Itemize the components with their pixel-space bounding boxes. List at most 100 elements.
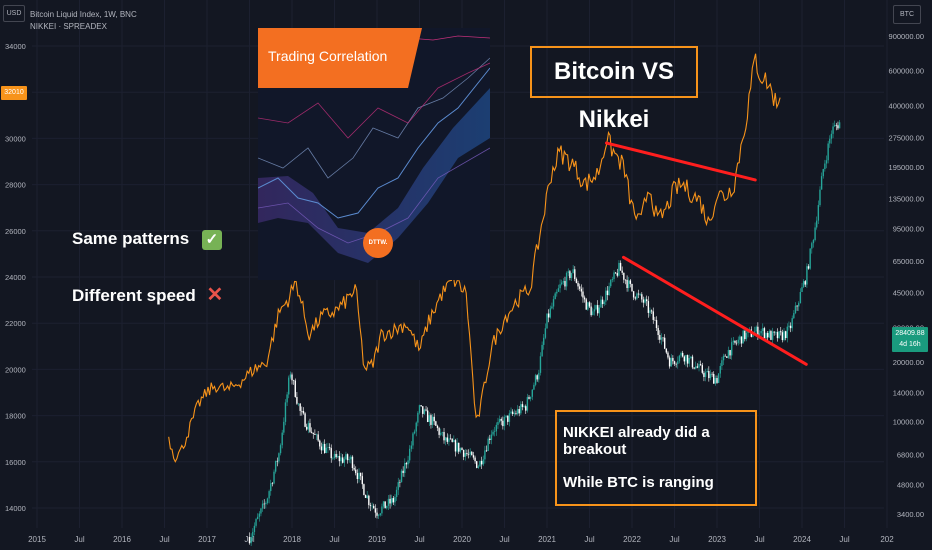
btc-candle: [255, 519, 257, 526]
btc-candle: [662, 337, 664, 339]
x-tick-label: Jul: [159, 535, 169, 544]
btc-candle: [467, 454, 470, 455]
btc-candle: [261, 503, 264, 509]
btc-candle: [302, 411, 305, 414]
btc-candle: [320, 446, 323, 451]
btc-candle: [526, 397, 529, 411]
btc-candle: [436, 425, 439, 429]
btc-candle: [323, 443, 326, 454]
overlay-line[interactable]: NIKKEI · SPREADEX: [30, 22, 107, 31]
nikkei-series: [168, 53, 781, 463]
btc-candle: [492, 431, 494, 435]
btc-candle: [518, 409, 520, 414]
right-tick-label: 6800.00: [897, 451, 924, 460]
btc-candle: [807, 266, 810, 269]
btc-candle: [556, 291, 558, 294]
btc-candle: [353, 468, 355, 470]
btc-candle: [798, 303, 800, 307]
btc-candle: [578, 286, 581, 289]
x-tick-label: Jul: [414, 535, 424, 544]
btc-candle: [714, 377, 717, 384]
btc-candle: [461, 448, 463, 450]
btc-candle: [605, 290, 607, 302]
btc-candle: [274, 460, 277, 472]
right-axis-ticks: 900000.00 600000.00 400000.00 275000.00 1950…: [889, 32, 924, 519]
btc-candle: [703, 372, 705, 377]
btc-candle: [484, 450, 486, 460]
btc-candle: [268, 491, 270, 499]
currency-button[interactable]: USD: [3, 5, 25, 22]
btc-candle: [652, 311, 654, 320]
btc-candle: [775, 332, 777, 333]
btc-candle: [266, 498, 269, 504]
btc-candle: [296, 396, 298, 404]
btc-candle: [472, 455, 475, 458]
btc-candle: [791, 318, 793, 329]
btc-candle: [549, 308, 551, 318]
x-tick-label: Jul: [584, 535, 594, 544]
btc-candle: [830, 133, 833, 139]
btc-price-value: 28409.88: [895, 330, 925, 337]
btc-candle: [498, 419, 501, 423]
symbol-line[interactable]: Bitcoin Liquid Index, 1W, BNC: [30, 10, 137, 19]
btc-candle: [358, 472, 360, 479]
left-tick-label: 18000: [5, 412, 26, 421]
btc-candle: [325, 447, 328, 454]
btc-candle: [726, 356, 728, 358]
btc-candle: [278, 453, 280, 462]
btc-candle: [265, 503, 267, 505]
btc-candle: [672, 358, 674, 362]
btc-candle: [817, 205, 820, 221]
btc-candle: [536, 375, 538, 380]
btc-candle: [516, 409, 519, 414]
btc-candle: [731, 342, 733, 356]
check-mark-icon: ✓: [201, 230, 222, 250]
btc-candle: [348, 459, 350, 461]
inset-title: Trading Correlation: [268, 48, 388, 64]
btc-candle: [351, 456, 354, 469]
btc-candle: [534, 375, 537, 385]
btc-candle: [729, 350, 731, 356]
btc-candle: [288, 377, 290, 395]
btc-candle: [260, 508, 262, 514]
right-tick-label: 3400.00: [897, 510, 924, 519]
x-tick-label: 202: [880, 535, 894, 544]
btc-candle: [583, 297, 586, 300]
btc-candle: [386, 505, 388, 509]
btc-candle: [364, 494, 367, 498]
cross-mark-icon: ✕: [206, 284, 224, 306]
btc-candle: [711, 373, 713, 375]
btc-candle: [582, 291, 584, 298]
btc-candle: [438, 428, 440, 435]
btc-candle: [503, 416, 506, 427]
btc-candle: [433, 416, 435, 422]
btc-candle: [426, 410, 429, 422]
right-scale-label[interactable]: BTC: [893, 5, 921, 24]
btc-candle: [480, 460, 483, 465]
btc-candle: [382, 501, 385, 507]
btc-candle: [771, 331, 774, 340]
btc-candle: [431, 416, 434, 425]
btc-candle: [544, 328, 547, 338]
btc-candle: [616, 273, 618, 276]
btc-candle: [659, 334, 661, 340]
btc-countdown: 4d 16h: [899, 341, 921, 348]
btc-candle: [721, 360, 723, 366]
btc-candle: [565, 272, 568, 287]
btc-candle: [636, 293, 638, 299]
btc-candle: [760, 330, 762, 334]
btc-candle: [786, 326, 788, 339]
btc-candle: [371, 505, 373, 507]
btc-candle: [631, 283, 633, 292]
symbol-legend: Bitcoin Liquid Index, 1W, BNC NIKKEI · S…: [30, 9, 137, 33]
btc-candle: [487, 438, 489, 451]
right-tick-label: 45000.00: [893, 289, 924, 298]
btc-candle: [289, 374, 292, 378]
btc-candle: [784, 331, 787, 339]
note-line-1: NIKKEI already did a breakout: [563, 424, 710, 458]
btc-candle: [619, 262, 622, 271]
btc-candle: [832, 126, 834, 134]
btc-candle: [271, 483, 274, 485]
btc-candle: [639, 294, 641, 295]
btc-candle: [637, 293, 640, 295]
